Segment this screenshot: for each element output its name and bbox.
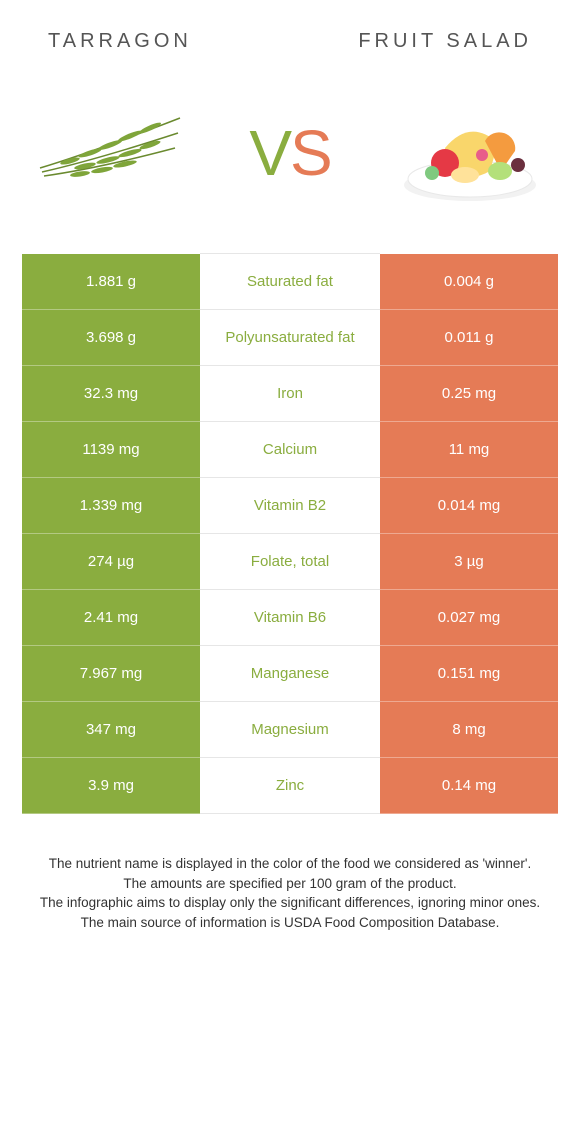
right-value: 0.25 mg — [380, 366, 558, 422]
table-row: 32.3 mgIron0.25 mg — [22, 366, 558, 422]
table-row: 7.967 mgManganese0.151 mg — [22, 646, 558, 702]
left-value: 7.967 mg — [22, 646, 200, 702]
footer-line-3: The infographic aims to display only the… — [30, 893, 550, 913]
table-row: 1139 mgCalcium11 mg — [22, 422, 558, 478]
vs-label: VS — [249, 116, 330, 190]
right-value: 0.14 mg — [380, 758, 558, 814]
vs-v: V — [249, 116, 290, 190]
footer-notes: The nutrient name is displayed in the co… — [0, 814, 580, 952]
right-value: 0.004 g — [380, 254, 558, 310]
table-row: 2.41 mgVitamin B60.027 mg — [22, 590, 558, 646]
left-value: 32.3 mg — [22, 366, 200, 422]
nutrient-label: Vitamin B6 — [200, 590, 380, 646]
right-value: 8 mg — [380, 702, 558, 758]
table-row: 3.9 mgZinc0.14 mg — [22, 758, 558, 814]
left-value: 2.41 mg — [22, 590, 200, 646]
hero: VS — [0, 63, 580, 253]
title-left: TARRAGON — [48, 30, 192, 53]
nutrient-label: Folate, total — [200, 534, 380, 590]
nutrient-label: Saturated fat — [200, 254, 380, 310]
right-value: 0.011 g — [380, 310, 558, 366]
nutrient-label: Magnesium — [200, 702, 380, 758]
table-row: 1.881 gSaturated fat0.004 g — [22, 254, 558, 310]
table-row: 3.698 gPolyunsaturated fat0.011 g — [22, 310, 558, 366]
table-row: 274 µgFolate, total3 µg — [22, 534, 558, 590]
footer-line-4: The main source of information is USDA F… — [30, 913, 550, 933]
nutrient-label: Zinc — [200, 758, 380, 814]
footer-line-2: The amounts are specified per 100 gram o… — [30, 874, 550, 894]
table-row: 347 mgMagnesium8 mg — [22, 702, 558, 758]
right-value: 0.014 mg — [380, 478, 558, 534]
left-value: 3.698 g — [22, 310, 200, 366]
right-value: 0.151 mg — [380, 646, 558, 702]
vs-s: S — [290, 116, 331, 190]
header: TARRAGON FRUIT SALAD — [0, 0, 580, 63]
nutrient-label: Manganese — [200, 646, 380, 702]
fruit-salad-image — [390, 93, 550, 213]
nutrient-label: Iron — [200, 366, 380, 422]
comparison-table: 1.881 gSaturated fat0.004 g3.698 gPolyun… — [22, 253, 558, 814]
right-value: 3 µg — [380, 534, 558, 590]
title-right: FRUIT SALAD — [358, 30, 532, 53]
right-value: 0.027 mg — [380, 590, 558, 646]
left-value: 1.881 g — [22, 254, 200, 310]
table-row: 1.339 mgVitamin B20.014 mg — [22, 478, 558, 534]
nutrient-label: Calcium — [200, 422, 380, 478]
tarragon-image — [30, 93, 190, 213]
left-value: 1139 mg — [22, 422, 200, 478]
left-value: 347 mg — [22, 702, 200, 758]
nutrient-label: Polyunsaturated fat — [200, 310, 380, 366]
nutrient-label: Vitamin B2 — [200, 478, 380, 534]
right-value: 11 mg — [380, 422, 558, 478]
left-value: 1.339 mg — [22, 478, 200, 534]
left-value: 274 µg — [22, 534, 200, 590]
footer-line-1: The nutrient name is displayed in the co… — [30, 854, 550, 874]
left-value: 3.9 mg — [22, 758, 200, 814]
